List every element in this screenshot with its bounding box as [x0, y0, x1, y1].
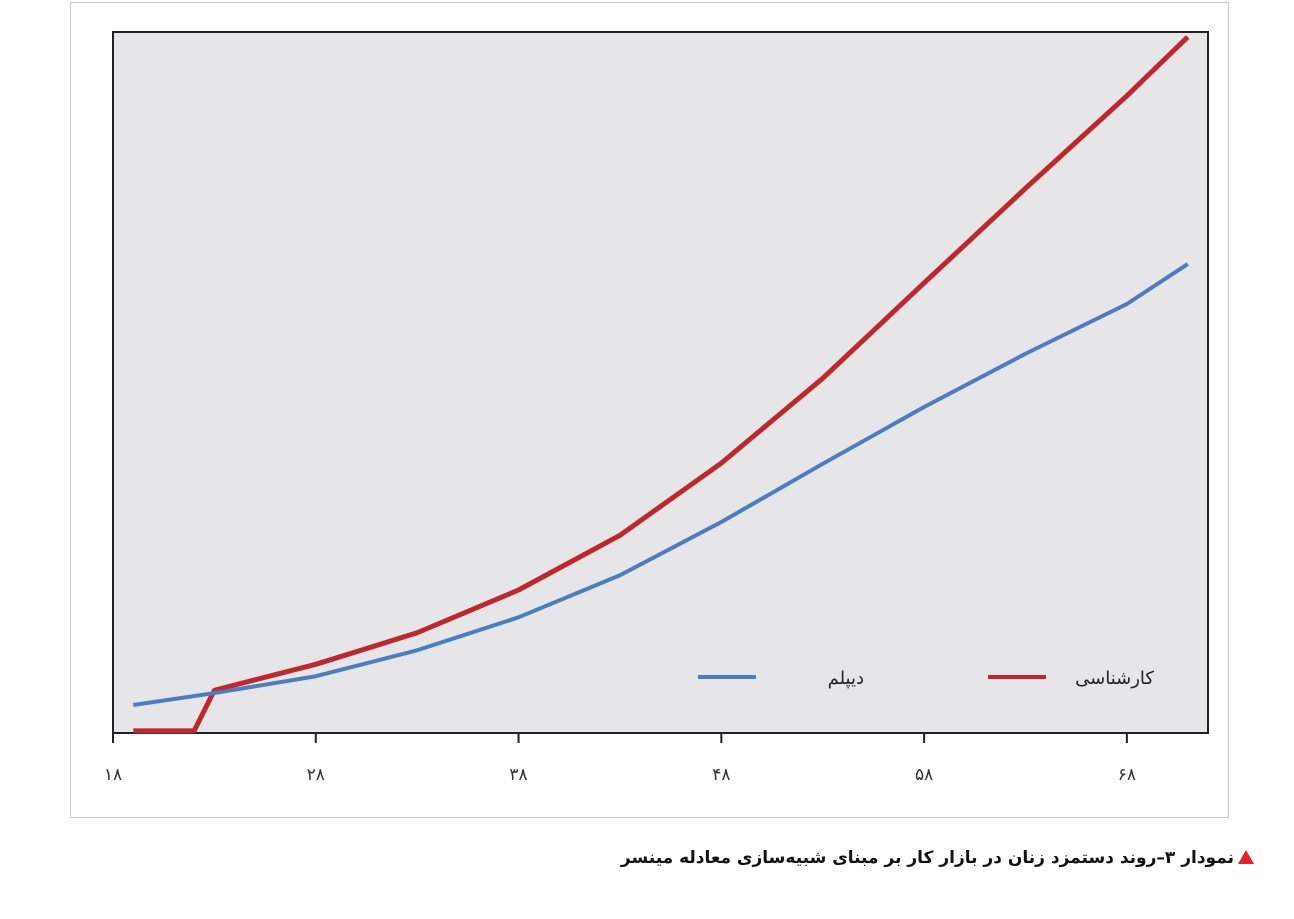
- caption: نمودار ۳–روند دستمزد زنان در بازار کار ب…: [620, 848, 1234, 868]
- line: [133, 35, 1190, 734]
- plot-area: [112, 31, 1209, 734]
- x-tick-label: ۶۸: [1118, 765, 1136, 785]
- x-tick-label: ۴۸: [712, 765, 730, 785]
- x-tick-label: ۳۸: [509, 765, 527, 785]
- x-tick-label: ۱۸: [104, 765, 122, 785]
- x-tick-label: ۲۸: [307, 765, 325, 785]
- legend-label: کارشناسی: [1075, 668, 1154, 689]
- caption-marker: [1238, 850, 1254, 864]
- line: [132, 262, 1189, 707]
- x-tick-label: ۵۸: [915, 765, 933, 785]
- legend-label: دیپلم: [828, 668, 864, 689]
